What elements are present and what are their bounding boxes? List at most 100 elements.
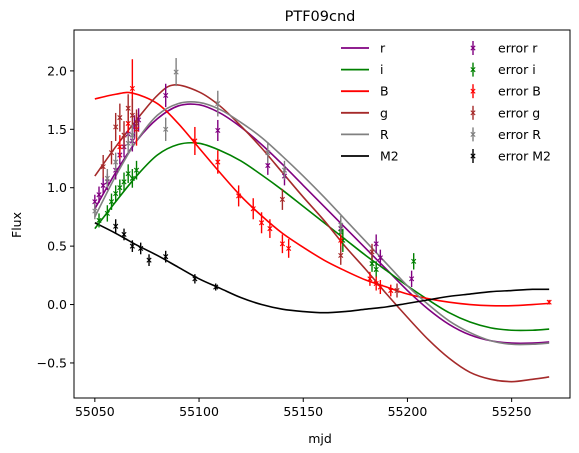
error-point-error-r <box>281 160 288 180</box>
error-point-error-r <box>338 215 344 235</box>
x-tick-label: 55250 <box>492 404 532 419</box>
legend-label-g: g <box>380 105 388 120</box>
error-point-error-g <box>117 103 123 132</box>
error-point-error-i <box>129 169 135 188</box>
series-line-b <box>94 91 550 307</box>
error-point-error-i <box>104 205 110 222</box>
error-point-error-b <box>215 150 221 174</box>
x-tick-label: 55050 <box>75 404 115 419</box>
legend-label-error-b: error B <box>498 84 541 99</box>
error-point-error-r <box>377 249 383 266</box>
y-tick-label: 1.5 <box>47 122 67 137</box>
error-point-error-g <box>394 283 400 298</box>
error-point-error-m2 <box>121 228 127 241</box>
error-point-error-r <box>92 202 98 220</box>
error-point-error-g <box>369 243 375 261</box>
error-point-error-r <box>96 186 102 203</box>
legend-label-r: R <box>380 127 389 142</box>
y-tick-label: 0.5 <box>47 239 67 254</box>
legend-label-b: B <box>380 84 389 99</box>
error-point-error-i <box>121 172 127 192</box>
error-point-error-b <box>373 276 379 291</box>
legend-label-error-i: error i <box>498 62 536 77</box>
y-tick-label: 1.0 <box>47 180 67 195</box>
legend-label-i: i <box>380 62 383 77</box>
error-point-error-i <box>96 213 102 228</box>
error-point-error-g <box>125 94 131 123</box>
series-line-r <box>94 101 550 346</box>
y-axis-title: Flux <box>9 212 24 238</box>
legend-swatch-error-i <box>470 62 476 77</box>
error-point-error-r <box>173 58 179 87</box>
error-point-error-r <box>163 117 169 141</box>
error-point-error-r <box>265 142 271 164</box>
legend-label-error-r: error R <box>498 127 541 142</box>
legend-label-m2: M2 <box>380 149 399 164</box>
error-point-error-g <box>279 188 285 210</box>
error-point-error-m2 <box>192 274 198 284</box>
error-point-error-r <box>409 270 415 288</box>
error-point-error-b <box>236 185 242 207</box>
series-line-m2 <box>94 222 550 314</box>
legend-swatch-error-r <box>470 127 476 142</box>
error-point-error-r <box>104 169 110 188</box>
y-tick-label: −0.5 <box>37 355 67 370</box>
legend-swatch-error-r <box>470 41 476 55</box>
error-point-error-r <box>373 234 379 254</box>
error-point-error-b <box>250 198 256 220</box>
error-point-error-m2 <box>138 242 144 255</box>
error-point-error-i <box>113 185 119 202</box>
series-line-i <box>94 141 550 332</box>
error-point-error-b <box>258 212 265 234</box>
error-point-error-b <box>377 280 383 295</box>
error-point-error-g <box>133 109 140 138</box>
error-point-error-b <box>546 299 552 305</box>
series-line-r <box>94 103 550 345</box>
error-point-error-b <box>388 284 394 297</box>
x-tick-label: 55150 <box>283 404 323 419</box>
x-tick-label: 55200 <box>388 404 428 419</box>
error-point-error-b <box>117 135 123 159</box>
error-point-error-i <box>373 261 379 278</box>
x-axis-title: mjd <box>308 431 332 446</box>
chart-title: PTF09cnd <box>285 9 356 25</box>
legend-label-error-g: error g <box>498 105 540 120</box>
legend-label-error-r: error r <box>498 41 538 56</box>
error-point-error-g <box>121 121 127 150</box>
error-point-error-i <box>117 179 123 196</box>
x-axis-ticks: 55050 55100 55150 55200 55250 <box>75 398 532 419</box>
error-point-error-m2 <box>163 250 169 263</box>
error-point-error-i <box>125 164 131 184</box>
error-point-error-r <box>163 83 169 108</box>
error-point-error-r <box>100 177 106 194</box>
plot-frame <box>73 29 571 399</box>
legend-swatch-error-b <box>470 84 476 99</box>
error-point-error-m2 <box>146 254 152 266</box>
error-point-error-g <box>338 246 344 265</box>
error-point-error-m2 <box>213 283 219 291</box>
error-point-error-b <box>267 219 273 238</box>
error-point-error-i <box>411 253 417 270</box>
error-point-error-b <box>192 126 198 156</box>
legend-swatch-error-g <box>470 105 476 120</box>
error-point-error-r <box>113 152 119 172</box>
error-point-error-b <box>286 239 292 258</box>
error-point-error-g <box>108 140 115 165</box>
x-tick-label: 55100 <box>179 404 219 419</box>
error-point-error-m2 <box>113 219 119 234</box>
error-point-error-r <box>129 124 135 146</box>
error-point-error-r <box>215 119 221 141</box>
error-point-error-b <box>279 234 285 254</box>
model-curves <box>94 84 550 383</box>
error-point-error-r <box>215 90 221 117</box>
error-point-error-g <box>113 112 119 141</box>
error-point-error-m2 <box>129 240 135 252</box>
error-point-error-i <box>133 160 140 180</box>
y-tick-label: 2.0 <box>47 63 67 78</box>
y-tick-label: 0.0 <box>47 297 67 312</box>
series-line-g <box>94 84 550 383</box>
error-point-error-g <box>100 155 106 179</box>
legend-label-error-m2: error M2 <box>498 149 551 164</box>
